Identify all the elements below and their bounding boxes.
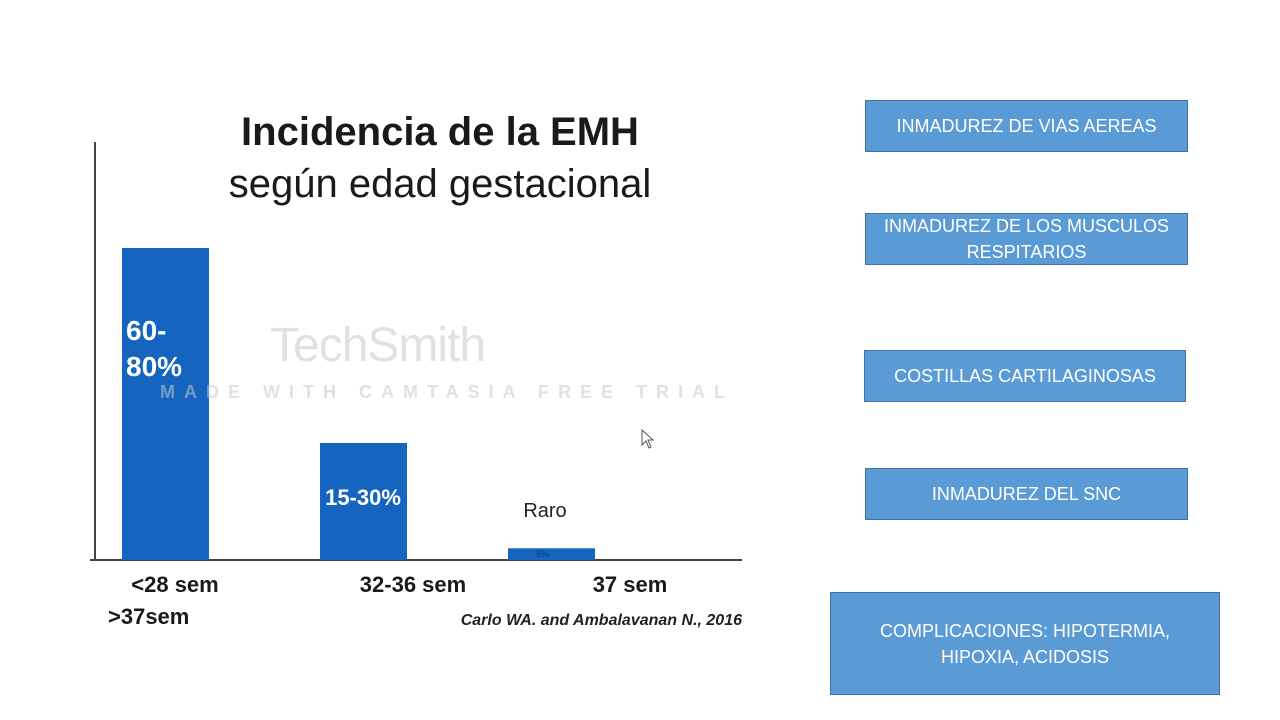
- data-label-2: 5%: [536, 549, 549, 559]
- box-inmadurez-snc: INMADUREZ DEL SNC: [865, 468, 1188, 520]
- chart-title: Incidencia de la EMH: [241, 110, 639, 154]
- watermark-text: MADE WITH CAMTASIA FREE TRIAL: [160, 382, 734, 402]
- annotation-raro: Raro: [523, 500, 566, 522]
- mouse-cursor-icon: [641, 428, 655, 449]
- box-vias-aereas: INMADUREZ DE VIAS AEREAS: [865, 100, 1188, 152]
- x-tick-label-extra: >37sem: [108, 604, 189, 629]
- x-tick-label-0: <28 sem: [131, 572, 218, 597]
- box-musculos-respiratorios: INMADUREZ DE LOS MUSCULOS RESPITARIOS: [865, 213, 1188, 265]
- watermark-brand: TechSmith: [270, 319, 486, 372]
- x-tick-label-2: 37 sem: [593, 572, 668, 597]
- box-costillas-cartilaginosas: COSTILLAS CARTILAGINOSAS: [864, 350, 1186, 402]
- box-complicaciones: COMPLICACIONES: HIPOTERMIA, HIPOXIA, ACI…: [830, 592, 1220, 695]
- data-label-1: 15-30%: [325, 485, 401, 510]
- chart-citation: Carlo WA. and Ambalavanan N., 2016: [460, 612, 742, 629]
- data-label-0-line-0: 60-: [126, 315, 166, 346]
- bar-0: [122, 248, 209, 560]
- chart-panel: 60- 80% <28 sem 15-30% 32-36 sem 5% 37 sem >37s…: [80, 100, 750, 640]
- x-tick-label-1: 32-36 sem: [360, 572, 466, 597]
- data-label-0-line-1: 80%: [126, 351, 182, 382]
- bar-2: [508, 548, 595, 560]
- chart-subtitle: según edad gestacional: [228, 162, 652, 206]
- bar-chart: 60- 80% <28 sem 15-30% 32-36 sem 5% 37 sem >37s…: [90, 142, 742, 629]
- bar-1: [320, 443, 407, 560]
